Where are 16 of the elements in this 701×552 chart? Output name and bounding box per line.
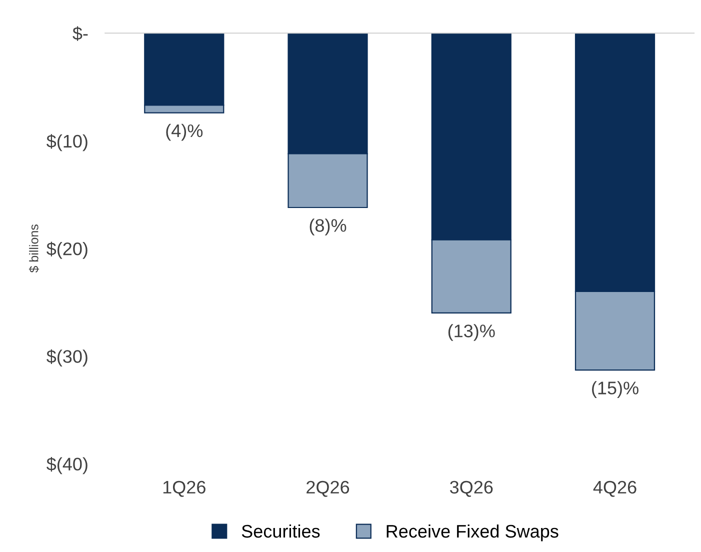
x-tick-label: 3Q26 xyxy=(450,480,493,497)
y-tick-label: $(10) xyxy=(46,134,88,152)
y-tick-label: $(40) xyxy=(46,456,88,474)
y-axis-title: $ billions xyxy=(28,224,40,273)
annotation: (4)% xyxy=(166,124,203,141)
annotation: (15)% xyxy=(592,381,638,398)
y-tick-label: $(30) xyxy=(46,349,88,366)
x-tick-label: 1Q26 xyxy=(163,480,206,497)
annotation: (13)% xyxy=(448,324,495,341)
legend-label: Receive Fixed Swaps xyxy=(386,524,558,542)
y-tick-label: $- xyxy=(72,26,88,41)
legend-label: Securities xyxy=(242,524,320,538)
annotation: (8)% xyxy=(310,218,346,236)
y-tick-label: $(20) xyxy=(46,242,88,259)
x-tick-label: 4Q26 xyxy=(593,480,636,497)
x-tick-label: 2Q26 xyxy=(306,480,350,497)
